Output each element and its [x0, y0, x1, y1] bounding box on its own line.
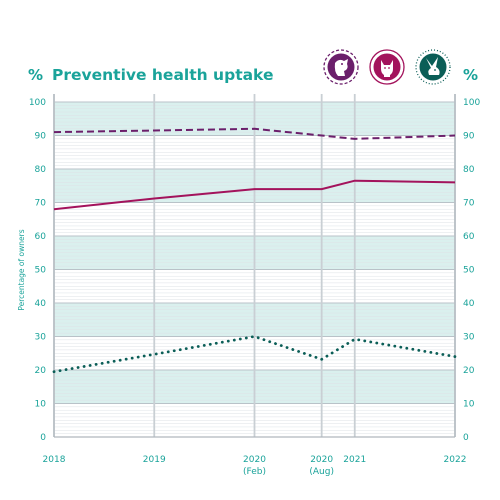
unit-label-left: %: [28, 66, 43, 84]
y-tick-label-left: 30: [35, 333, 47, 343]
y-tick-labels-left: 0 10 20 30 40 50 60 70 80 90 100: [29, 98, 46, 443]
y-tick-label-right: 70: [463, 199, 475, 209]
y-tick-label-left: 60: [35, 232, 47, 242]
x-tick-label: 2020: [310, 455, 333, 465]
series-line-rabbit: [52, 335, 457, 374]
y-axis-label: Percentage of owners: [17, 229, 26, 310]
x-tick-labels: 2018 2019 2020 (Feb) 2020 (Aug) 2021 2022: [43, 455, 467, 477]
y-tick-label-left: 90: [35, 132, 47, 142]
y-tick-label-left: 10: [35, 400, 47, 410]
x-tick-label: 2018: [43, 455, 66, 465]
y-tick-label-right: 40: [463, 299, 475, 309]
x-tick-sublabel: (Aug): [309, 467, 334, 477]
y-tick-label-right: 10: [463, 400, 475, 410]
unit-label-right: %: [463, 66, 478, 84]
y-tick-label-right: 80: [463, 165, 475, 175]
y-tick-label-right: 90: [463, 132, 475, 142]
series-line-dog: [53, 127, 456, 140]
y-tick-label-left: 40: [35, 299, 47, 309]
y-tick-label-right: 100: [463, 98, 480, 108]
legend: [323, 49, 451, 85]
y-tick-label-left: 20: [35, 366, 47, 376]
y-tick-label-right: 20: [463, 366, 475, 376]
cat-icon: [369, 49, 405, 85]
x-tick-label: 2022: [444, 455, 467, 465]
y-tick-label-right: 50: [463, 266, 475, 276]
y-tick-label-left: 100: [29, 98, 46, 108]
dog-icon: [323, 49, 359, 85]
rabbit-icon: [415, 49, 451, 85]
axes: [53, 94, 456, 438]
y-tick-labels-right: 0 10 20 30 40 50 60 70 80 90 100: [463, 98, 480, 443]
chart-title: Preventive health uptake: [52, 66, 273, 84]
y-tick-label-left: 70: [35, 199, 47, 209]
series-line-cat: [53, 179, 456, 211]
y-tick-label-left: 80: [35, 165, 47, 175]
x-tick-sublabel: (Feb): [243, 467, 266, 477]
y-tick-label-left: 0: [40, 433, 46, 443]
x-tick-label: 2021: [343, 455, 366, 465]
x-tick-label: 2020: [243, 455, 266, 465]
y-tick-label-left: 50: [35, 266, 47, 276]
x-tick-label: 2019: [143, 455, 166, 465]
y-tick-label-right: 60: [463, 232, 475, 242]
series-lines: [52, 127, 457, 374]
y-tick-label-right: 30: [463, 333, 475, 343]
y-tick-label-right: 0: [463, 433, 469, 443]
